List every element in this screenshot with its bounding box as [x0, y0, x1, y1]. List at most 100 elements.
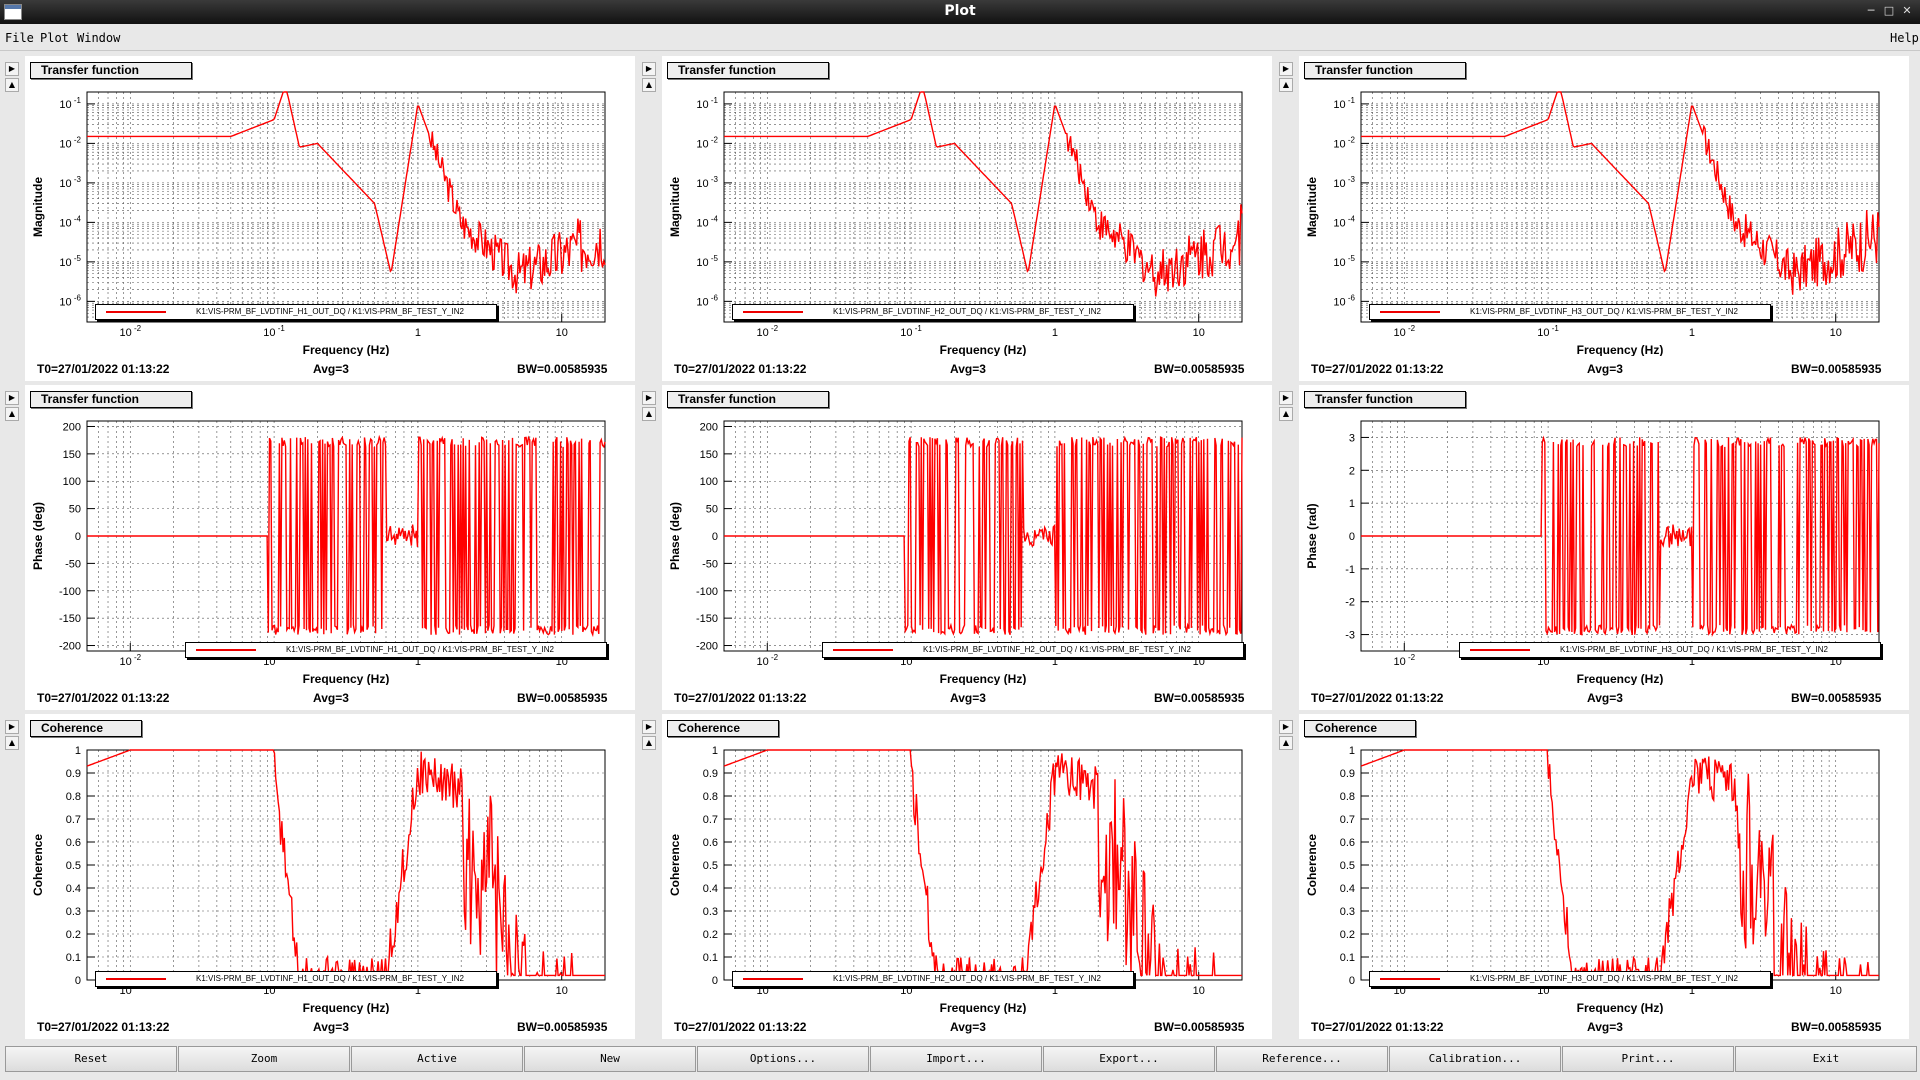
plot-panel[interactable]: Transfer function 10 -2 10 -1 1 10 10 -6 10 -5…: [1299, 56, 1909, 381]
plot-type-label[interactable]: Transfer function: [1304, 62, 1466, 79]
reference-button[interactable]: Reference...: [1216, 1046, 1388, 1072]
menu-file[interactable]: File: [5, 31, 34, 45]
collapse-arrow-icon[interactable]: ▲: [642, 736, 656, 750]
collapse-arrow-icon[interactable]: ▲: [1279, 407, 1293, 421]
plot-area[interactable]: 10 -2 10 -1 1 10 10 -6 10 -5 10 -4 10 -3 10 -2 10…: [1299, 56, 1909, 356]
plot-type-label[interactable]: Transfer function: [667, 391, 829, 408]
collapse-arrow-icon[interactable]: ▲: [5, 407, 19, 421]
options-button[interactable]: Options...: [697, 1046, 869, 1072]
plot-area[interactable]: 10 -210 -111000.10.20.30.40.50.60.70.80.…: [662, 714, 1272, 1014]
expand-arrow-icon[interactable]: ▶: [1279, 391, 1293, 405]
plot-type-label[interactable]: Coherence: [667, 720, 779, 737]
x-tick-label: 10 -2: [119, 324, 141, 339]
y-tick-label: 1: [712, 745, 718, 757]
plot-area[interactable]: 10 -2 10 -1 1 10 10 -6 10 -5 10 -4 10 -3 10 -2 10…: [25, 56, 635, 356]
y-axis-label: Coherence: [31, 834, 45, 896]
y-tick-label: 50: [706, 504, 718, 516]
expand-arrow-icon[interactable]: ▶: [642, 720, 656, 734]
expand-arrow-icon[interactable]: ▶: [642, 62, 656, 76]
collapse-arrow-icon[interactable]: ▲: [5, 78, 19, 92]
avg-label: Avg=3: [1587, 362, 1623, 376]
collapse-arrow-icon[interactable]: ▲: [1279, 78, 1293, 92]
x-tick-label: 10: [1830, 327, 1842, 339]
plot-type-label[interactable]: Transfer function: [667, 62, 829, 79]
y-grid: [87, 91, 605, 323]
y-tick-label: 0.3: [1340, 906, 1355, 918]
active-button[interactable]: Active: [351, 1046, 523, 1072]
plot-frame: [723, 91, 1243, 323]
zoom-button[interactable]: Zoom: [178, 1046, 350, 1072]
expand-arrow-icon[interactable]: ▶: [5, 720, 19, 734]
plot-type-label[interactable]: Transfer function: [30, 62, 192, 79]
collapse-arrow-icon[interactable]: ▲: [1279, 736, 1293, 750]
plot-panel[interactable]: Transfer function 10 -2 10 -1 1 10 10 -6 10 -5…: [25, 56, 635, 381]
expand-arrow-icon[interactable]: ▶: [642, 391, 656, 405]
y-grid: [724, 91, 1242, 323]
y-tick-label: 200: [700, 421, 718, 433]
plot-area[interactable]: 10 -210 -1110-200-150-100-50050100150200…: [662, 385, 1272, 685]
plot-type-label[interactable]: Transfer function: [30, 391, 192, 408]
plot-type-label[interactable]: Coherence: [1304, 720, 1416, 737]
bandwidth-label: BW=0.00585935: [1791, 362, 1882, 376]
y-tick-label: 10 -1: [59, 96, 81, 111]
expand-arrow-icon[interactable]: ▶: [1279, 720, 1293, 734]
y-tick-label: 150: [700, 449, 718, 461]
x-axis-label: Frequency (Hz): [303, 1001, 390, 1014]
minimize-icon[interactable]: ─: [1867, 4, 1875, 17]
y-tick-label: 50: [69, 504, 81, 516]
avg-label: Avg=3: [313, 1020, 349, 1034]
y-tick-label: -150: [59, 613, 81, 625]
plot-area[interactable]: 10 -210 -111000.10.20.30.40.50.60.70.80.…: [1299, 714, 1909, 1014]
bandwidth-label: BW=0.00585935: [1154, 362, 1245, 376]
x-tick-label: 10: [1193, 327, 1205, 339]
y-tick-label: -200: [59, 641, 81, 653]
reset-button[interactable]: Reset: [5, 1046, 177, 1072]
close-icon[interactable]: ✕: [1902, 4, 1912, 17]
collapse-arrow-icon[interactable]: ▲: [642, 78, 656, 92]
t0-label: T0=27/01/2022 01:13:22: [674, 691, 807, 705]
menu-help[interactable]: Help: [1890, 31, 1919, 45]
x-tick-label: 10: [556, 985, 568, 997]
collapse-arrow-icon[interactable]: ▲: [642, 407, 656, 421]
menu-plot[interactable]: Plot: [40, 31, 69, 45]
x-axis-label: Frequency (Hz): [940, 1001, 1027, 1014]
plot-area[interactable]: 10 -2 10 -1 1 10 10 -6 10 -5 10 -4 10 -3 10 -2 10…: [662, 56, 1272, 356]
print-button[interactable]: Print...: [1562, 1046, 1734, 1072]
legend-line: [1380, 978, 1440, 980]
plot-type-label[interactable]: Coherence: [30, 720, 142, 737]
y-tick-label: 1: [75, 745, 81, 757]
collapse-arrow-icon[interactable]: ▲: [5, 736, 19, 750]
plot-area[interactable]: 10 -210 -111000.10.20.30.40.50.60.70.80.…: [25, 714, 635, 1014]
avg-label: Avg=3: [1587, 691, 1623, 705]
calibration-button[interactable]: Calibration...: [1389, 1046, 1561, 1072]
y-grid: [1361, 91, 1879, 323]
y-grid: [1361, 437, 1879, 635]
x-tick-label: 1: [1052, 656, 1058, 668]
y-tick-label: 0.5: [66, 860, 81, 872]
expand-arrow-icon[interactable]: ▶: [1279, 62, 1293, 76]
plot-panel[interactable]: Transfer function 10 -2 10 -1 1 10 10 -6 10 -5…: [662, 56, 1272, 381]
plot-legend: K1:VIS-PRM_BF_LVDTINF_H3_OUT_DQ / K1:VIS…: [1369, 304, 1771, 320]
expand-arrow-icon[interactable]: ▶: [5, 62, 19, 76]
plot-type-label[interactable]: Transfer function: [1304, 391, 1466, 408]
y-tick-label: 10 -5: [1333, 254, 1355, 269]
expand-arrow-icon[interactable]: ▶: [5, 391, 19, 405]
import-button[interactable]: Import...: [870, 1046, 1042, 1072]
button-bar: Reset Zoom Active New Options... Import.…: [0, 1044, 1920, 1074]
new-button[interactable]: New: [524, 1046, 696, 1072]
y-tick-label: 0.5: [703, 860, 718, 872]
data-trace: [1361, 91, 1880, 295]
maximize-icon[interactable]: □: [1883, 4, 1895, 17]
export-button[interactable]: Export...: [1043, 1046, 1215, 1072]
plot-area[interactable]: 10 -210 -1110-200-150-100-50050100150200…: [25, 385, 635, 685]
menu-window[interactable]: Window: [77, 31, 121, 45]
exit-button[interactable]: Exit: [1735, 1046, 1917, 1072]
y-tick-label: 2: [1349, 465, 1355, 477]
